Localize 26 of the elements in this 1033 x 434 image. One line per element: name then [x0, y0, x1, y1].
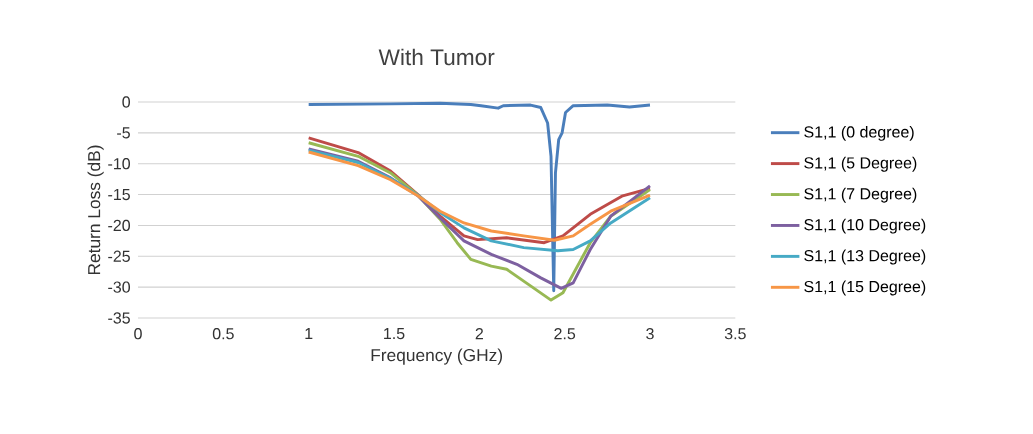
y-tick-label: -20: [108, 219, 131, 232]
y-tick-label: 0: [122, 96, 131, 108]
x-axis-title: Frequency (GHz): [371, 348, 503, 365]
x-tick-label: 2.5: [554, 328, 576, 340]
x-tick-label: 3: [646, 328, 654, 340]
x-tick-label: 2: [475, 328, 483, 340]
chart-title: With Tumor: [378, 48, 495, 66]
legend-label: S1,1 (15 Degree): [804, 280, 926, 296]
y-tick-label: -35: [108, 312, 130, 324]
y-axis-title: Return Loss (dB): [87, 145, 104, 275]
x-tick-label: 3.5: [724, 328, 746, 340]
y-tick-label: -15: [108, 188, 130, 201]
legend-label: S1,1 (0 degree): [804, 125, 914, 141]
x-tick-label: 0: [134, 328, 142, 340]
y-tick-label: -30: [108, 281, 131, 293]
x-tick-label: 0.5: [212, 328, 234, 340]
x-tick-label: 1.5: [384, 328, 405, 340]
x-tick-label: 1: [305, 328, 313, 340]
y-tick-label: -10: [108, 158, 131, 170]
legend-label: S1,1 (13 Degree): [804, 249, 926, 265]
legend-label: S1,1 (7 Degree): [804, 187, 917, 203]
line-series: [307, 101, 652, 293]
legend-label: S1,1 (5 Degree): [804, 156, 917, 172]
y-tick-label: -25: [108, 250, 130, 262]
legend-label: S1,1 (10 Degree): [804, 218, 926, 234]
y-tick-label: -5: [117, 127, 130, 139]
